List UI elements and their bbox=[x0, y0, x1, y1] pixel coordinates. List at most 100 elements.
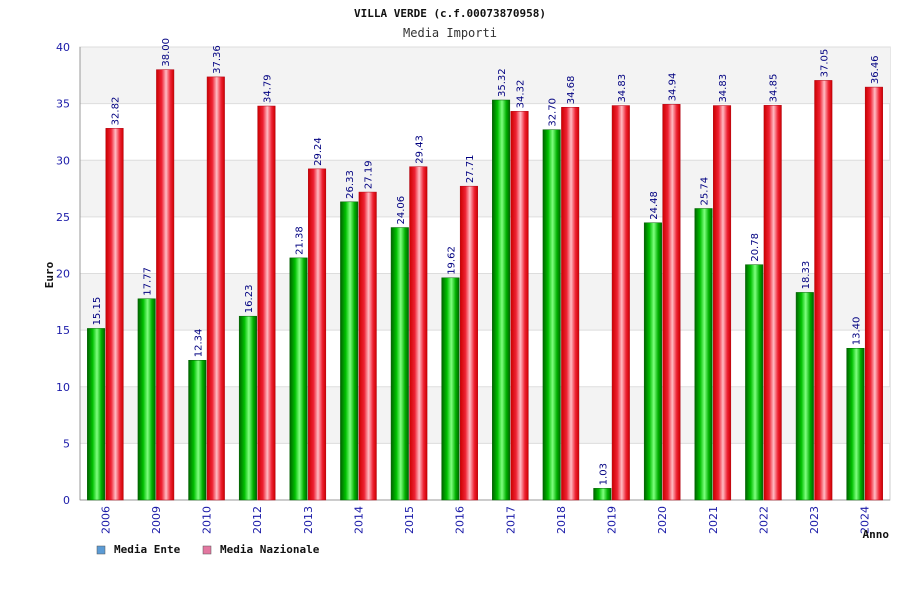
legend-label-media-ente: Media Ente bbox=[114, 543, 181, 556]
x-tick-label: 2009 bbox=[150, 506, 163, 534]
bar-media-ente-2023 bbox=[795, 292, 814, 501]
bar-media-ente-2006 bbox=[87, 328, 106, 501]
bar-media-ente-2012 bbox=[238, 315, 257, 501]
data-label: 27.19 bbox=[364, 160, 375, 189]
y-tick-label: 15 bbox=[56, 324, 70, 337]
x-tick-label: 2012 bbox=[251, 506, 264, 534]
x-tick-label: 2023 bbox=[808, 506, 821, 534]
data-label: 34.79 bbox=[262, 74, 273, 103]
x-tick-label: 2020 bbox=[656, 506, 669, 534]
bar-media-nazionale-2010 bbox=[206, 76, 225, 501]
x-tick-label: 2013 bbox=[302, 506, 315, 534]
bar-media-ente-2013 bbox=[289, 257, 308, 501]
data-label: 21.38 bbox=[295, 226, 306, 255]
bar-media-nazionale-2019 bbox=[611, 105, 630, 501]
data-label: 29.24 bbox=[313, 137, 324, 166]
bar-media-ente-2024 bbox=[846, 347, 865, 501]
bars bbox=[87, 69, 883, 501]
data-label: 38.00 bbox=[161, 38, 172, 67]
data-label: 1.03 bbox=[598, 463, 609, 485]
data-label: 37.05 bbox=[819, 49, 830, 78]
data-label: 15.15 bbox=[92, 297, 103, 326]
bar-media-nazionale-2013 bbox=[308, 168, 327, 501]
x-tick-label: 2016 bbox=[454, 506, 467, 534]
bar-media-nazionale-2021 bbox=[713, 105, 732, 501]
x-tick-label: 2018 bbox=[555, 506, 568, 534]
data-label: 12.34 bbox=[193, 329, 204, 358]
bar-media-nazionale-2017 bbox=[510, 111, 529, 501]
bar-media-ente-2015 bbox=[390, 227, 409, 501]
data-label: 34.83 bbox=[617, 74, 628, 103]
y-tick-label: 5 bbox=[63, 437, 70, 450]
y-axis-label: Euro bbox=[43, 261, 56, 288]
x-tick-label: 2006 bbox=[99, 506, 112, 534]
legend: Media Ente Media Nazionale bbox=[96, 543, 320, 556]
data-label: 35.32 bbox=[497, 68, 508, 97]
x-tick-label: 2015 bbox=[403, 506, 416, 534]
data-label: 32.82 bbox=[111, 97, 122, 126]
bar-media-ente-2022 bbox=[745, 264, 764, 501]
x-tick-label: 2019 bbox=[606, 506, 619, 534]
data-labels: 15.15 32.82 17.77 38.00 12.34 37.36 16.23 34.79… bbox=[92, 38, 881, 485]
bar-media-ente-2010 bbox=[188, 359, 207, 501]
y-tick-label: 0 bbox=[63, 494, 70, 507]
data-label: 16.23 bbox=[244, 285, 255, 314]
bar-media-ente-2021 bbox=[694, 208, 713, 501]
data-label: 25.74 bbox=[700, 177, 711, 206]
data-label: 24.06 bbox=[396, 196, 407, 225]
y-tick-label: 30 bbox=[56, 154, 70, 167]
legend-swatch-media-ente bbox=[96, 545, 106, 555]
data-label: 17.77 bbox=[143, 267, 154, 296]
data-label: 34.68 bbox=[566, 76, 577, 105]
chart-title: VILLA VERDE (c.f.00073870958) bbox=[354, 7, 546, 20]
bar-media-ente-2017 bbox=[492, 99, 511, 501]
bar-media-ente-2018 bbox=[542, 129, 561, 501]
data-label: 18.33 bbox=[801, 261, 812, 290]
y-tick-label: 20 bbox=[56, 268, 70, 281]
y-tick-label: 40 bbox=[56, 41, 70, 54]
data-label: 34.83 bbox=[718, 74, 729, 103]
chart-subtitle: Media Importi bbox=[403, 26, 497, 40]
data-label: 26.33 bbox=[345, 170, 356, 199]
data-label: 13.40 bbox=[851, 317, 862, 346]
bar-media-ente-2014 bbox=[340, 201, 359, 501]
bar-media-nazionale-2022 bbox=[763, 105, 782, 501]
x-axis: 2006 2009 2010 2012 2013 2014 2015 2016 2017 2018… bbox=[99, 506, 871, 534]
bar-media-ente-2020 bbox=[643, 222, 662, 501]
data-label: 36.46 bbox=[870, 55, 881, 84]
legend-label-media-nazionale: Media Nazionale bbox=[220, 543, 320, 556]
x-tick-label: 2014 bbox=[352, 506, 365, 534]
bar-media-nazionale-2023 bbox=[814, 80, 833, 501]
y-tick-label: 25 bbox=[56, 211, 70, 224]
legend-swatch-media-nazionale bbox=[202, 545, 212, 555]
bar-media-ente-2009 bbox=[137, 298, 156, 501]
data-label: 34.94 bbox=[667, 73, 678, 102]
bar-media-nazionale-2018 bbox=[561, 106, 580, 501]
data-label: 34.85 bbox=[769, 74, 780, 103]
data-label: 32.70 bbox=[548, 98, 559, 127]
bar-media-nazionale-2012 bbox=[257, 105, 276, 501]
bar-media-nazionale-2024 bbox=[864, 86, 883, 501]
bar-media-nazionale-2015 bbox=[409, 166, 428, 501]
y-tick-label: 10 bbox=[56, 381, 70, 394]
x-axis-label: Anno bbox=[863, 528, 890, 541]
bar-media-ente-2016 bbox=[441, 277, 460, 501]
data-label: 19.62 bbox=[446, 246, 457, 275]
x-tick-label: 2010 bbox=[201, 506, 214, 534]
bar-media-nazionale-2016 bbox=[459, 185, 478, 501]
bar-media-nazionale-2009 bbox=[156, 69, 175, 501]
x-tick-label: 2022 bbox=[757, 506, 770, 534]
bar-media-nazionale-2014 bbox=[358, 191, 377, 501]
y-tick-label: 35 bbox=[56, 98, 70, 111]
data-label: 27.71 bbox=[465, 155, 476, 184]
bar-media-nazionale-2020 bbox=[662, 104, 681, 501]
data-label: 24.48 bbox=[649, 191, 660, 220]
x-tick-label: 2024 bbox=[859, 506, 872, 534]
data-label: 37.36 bbox=[212, 45, 223, 74]
bar-media-nazionale-2006 bbox=[105, 128, 124, 501]
x-tick-label: 2021 bbox=[707, 506, 720, 534]
x-tick-label: 2017 bbox=[504, 506, 517, 534]
data-label: 34.32 bbox=[516, 80, 527, 109]
data-label: 29.43 bbox=[414, 135, 425, 164]
